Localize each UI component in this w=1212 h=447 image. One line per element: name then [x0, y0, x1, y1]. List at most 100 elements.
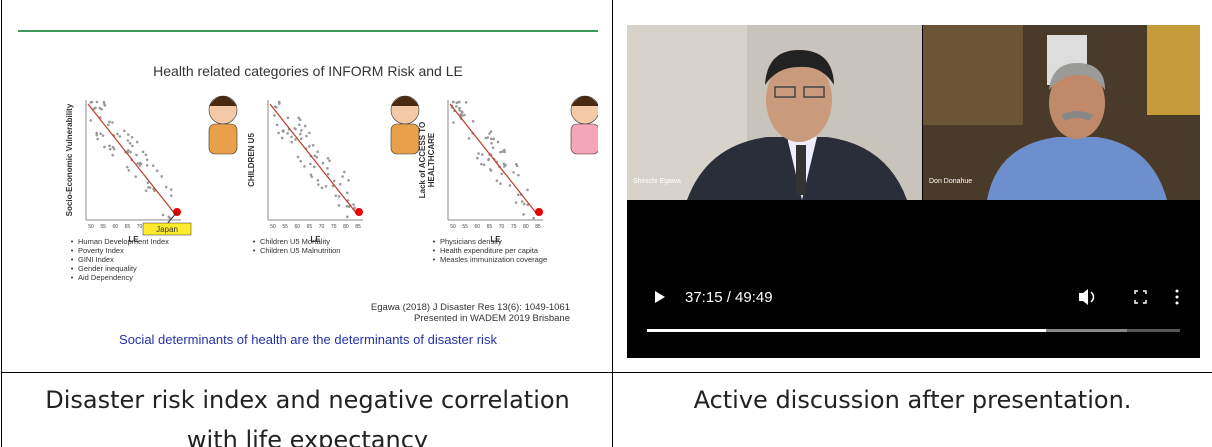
- scatter-point: [341, 175, 344, 178]
- scatter-point: [146, 164, 149, 167]
- scatter-point: [476, 157, 479, 160]
- scatter-point: [294, 128, 297, 131]
- x-tick-label: 60: [295, 224, 301, 230]
- scatter-point: [156, 169, 159, 172]
- scatter-point: [346, 192, 349, 195]
- scatter-point: [142, 150, 145, 153]
- scatter-point: [499, 182, 502, 185]
- x-tick-label: 85: [355, 224, 361, 230]
- bullet: [253, 241, 255, 243]
- scatter-point: [299, 118, 302, 121]
- scatter-point: [123, 129, 126, 132]
- scatter-point: [503, 165, 506, 168]
- scatter-point: [139, 164, 142, 167]
- scatter-point: [277, 132, 280, 135]
- scatter-point: [100, 108, 103, 111]
- scatter-point: [278, 102, 281, 105]
- scatter-point: [496, 179, 499, 182]
- x-tick-label: 60: [113, 224, 119, 230]
- scatter-point: [95, 134, 98, 137]
- x-tick-label: 60: [475, 224, 481, 230]
- scatter-point: [499, 151, 502, 154]
- scatter-point: [346, 205, 349, 208]
- scatter-point: [532, 217, 535, 220]
- scatter-point: [149, 186, 152, 189]
- scatter-point: [321, 186, 324, 189]
- scatter-point: [282, 129, 285, 132]
- scatter-point: [468, 137, 471, 140]
- highlight-point: [535, 208, 543, 216]
- scatter-point: [517, 174, 520, 177]
- scatter-point: [170, 194, 173, 197]
- x-tick-label: 80: [343, 224, 349, 230]
- y-axis-label: CHILDREN U5: [247, 133, 256, 187]
- scatter-point: [497, 141, 500, 144]
- scatter-point: [501, 150, 504, 153]
- scatter-point: [167, 216, 170, 219]
- scatter-point: [134, 175, 137, 178]
- bullet-text: Physicians density: [440, 237, 502, 246]
- x-tick-label: 75: [331, 224, 337, 230]
- bullet-text: Gender inequality: [78, 264, 137, 273]
- scatter-point: [135, 154, 138, 157]
- scatter-point: [455, 105, 458, 108]
- scatter-point: [96, 138, 99, 141]
- x-tick-label: 70: [137, 224, 143, 230]
- y-axis-label: HEALTHCARE: [427, 132, 436, 187]
- scatter-point: [108, 121, 111, 124]
- scatter-point: [308, 145, 311, 148]
- scatter-point: [127, 149, 130, 152]
- scatter-point: [160, 175, 163, 178]
- scatter-point: [463, 114, 466, 117]
- scatter-point: [165, 186, 168, 189]
- scatter-point: [290, 141, 293, 144]
- scatter-point: [343, 171, 346, 174]
- scatter-point: [127, 139, 130, 142]
- scatter-point: [452, 121, 455, 124]
- page: {"slide": { "title": "Health related cat…: [0, 0, 1212, 447]
- progress-bar: [647, 329, 1046, 332]
- bullet-text: Aid Dependency: [78, 273, 133, 282]
- x-tick-label: 50: [450, 224, 456, 230]
- scatter-point: [94, 107, 97, 110]
- x-tick-label: 55: [100, 224, 106, 230]
- scatter-point: [338, 195, 341, 198]
- scatter-point: [102, 134, 105, 137]
- scatter-point: [89, 119, 92, 122]
- scatter-point: [170, 188, 173, 191]
- illustration: [209, 124, 237, 154]
- scatter-point: [146, 159, 149, 162]
- y-axis-label: Lack of ACCESS TO: [418, 122, 427, 198]
- x-tick-label: 55: [462, 224, 468, 230]
- scatter-point: [91, 101, 94, 104]
- scatter-point: [490, 169, 493, 172]
- slide-image: Health related categories of INFORM Risk…: [18, 30, 598, 362]
- scatter-point: [152, 164, 155, 167]
- scatter-point: [312, 144, 315, 147]
- scatter-point: [326, 167, 329, 170]
- menu-button[interactable]: [1176, 290, 1179, 305]
- scatter-point: [286, 132, 289, 135]
- bullet: [433, 241, 435, 243]
- x-tick-label: 65: [125, 224, 131, 230]
- scatter-point: [274, 105, 277, 108]
- scatter-point: [310, 175, 313, 178]
- scatter-point: [112, 146, 115, 149]
- scatter-point: [484, 137, 487, 140]
- bullet-text: Children U5 Mortality: [260, 237, 330, 246]
- scatter-point: [136, 162, 139, 165]
- x-tick-label: 65: [307, 224, 313, 230]
- bullet: [433, 259, 435, 261]
- citation: Egawa (2018) J Disaster Res 13(6): 1049-…: [371, 302, 570, 313]
- scatter-point: [481, 153, 484, 156]
- bullet-text: Poverty Index: [78, 246, 124, 255]
- scatter-point: [136, 141, 139, 144]
- scatter-point: [300, 129, 303, 132]
- scatter-point: [492, 146, 495, 149]
- scatter-point: [281, 137, 284, 140]
- y-axis-label: Socio-Economic Vulnerability: [65, 103, 74, 216]
- scatter-point: [300, 137, 303, 140]
- scatter-point: [327, 173, 330, 176]
- scatter-point: [107, 123, 110, 126]
